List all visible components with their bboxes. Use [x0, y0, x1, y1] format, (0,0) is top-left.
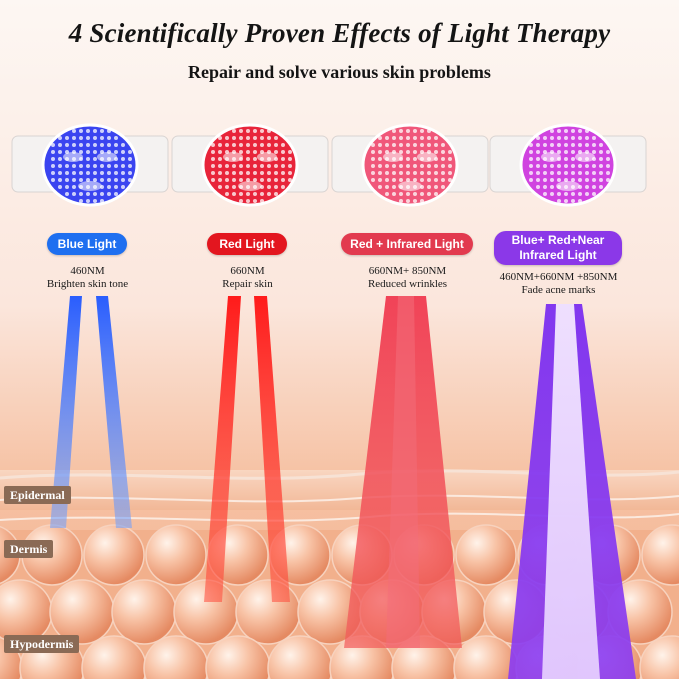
- fat-cell: [83, 524, 145, 586]
- led-mask: [331, 123, 489, 207]
- blue-beam-left: [50, 296, 82, 528]
- red-light-spec: 660NM Repair skin: [222, 265, 273, 290]
- led-mask: [11, 123, 169, 207]
- fat-cell: [145, 524, 207, 586]
- purple-beam-core: [542, 304, 600, 679]
- page-title: 4 Scientifically Proven Effects of Light…: [68, 18, 611, 48]
- hypodermis-label: Hypodermis: [4, 635, 80, 653]
- red-infrared-label: Red + Infrared Light: [341, 233, 473, 255]
- red-infrared-spec: 660NM+ 850NM Reduced wrinkles: [367, 265, 448, 290]
- red-beam-right: [254, 296, 290, 602]
- page-subtitle: Repair and solve various skin problems: [188, 62, 491, 82]
- combined-light-spec: 460NM+660NM +850NM Fade acne marks: [499, 271, 618, 296]
- blue-light-label: Blue Light: [47, 233, 127, 255]
- fat-cell: [455, 524, 517, 586]
- blue-light-spec: 460NM Brighten skin tone: [46, 265, 129, 290]
- fat-cell: [641, 524, 679, 586]
- fat-cell: [639, 635, 679, 679]
- epidermal-label: Epidermal: [4, 486, 71, 504]
- dermis-label: Dermis: [4, 540, 54, 558]
- blue-beam-right: [96, 296, 132, 528]
- led-mask: [489, 123, 647, 207]
- led-mask: [171, 123, 329, 207]
- red-beam-left: [204, 296, 241, 602]
- red-light-label: Red Light: [207, 233, 287, 255]
- combined-light-label: Blue+ Red+Near Infrared Light: [494, 231, 622, 265]
